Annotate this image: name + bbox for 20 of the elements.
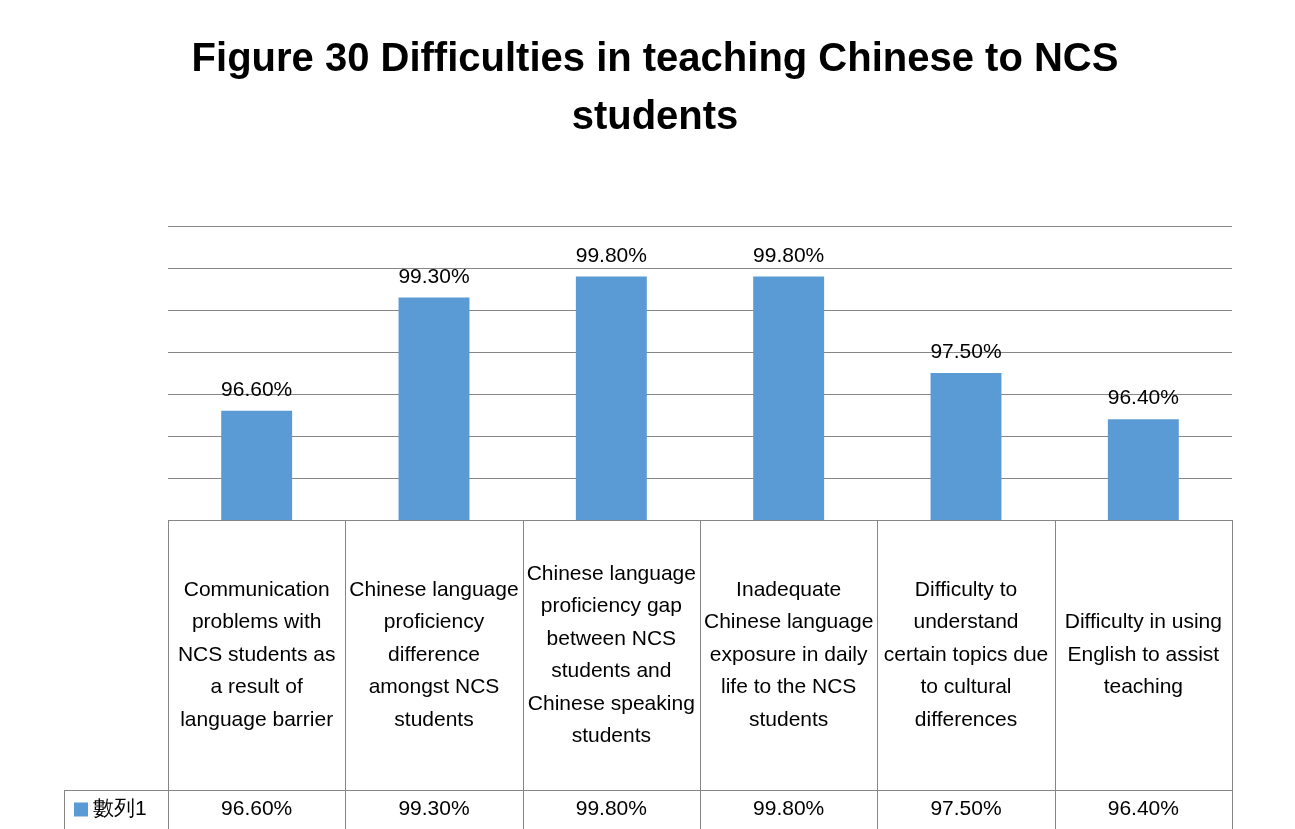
x-tick-label: Chinese language proficiency difference amongst NCS students — [349, 576, 519, 730]
x-tick-label: Communication problems with NCS students as a result of language barrier — [177, 576, 336, 730]
text: 99.30% — [398, 263, 470, 287]
x-tick-label: Difficulty to understand certain topics due to cultural differences — [883, 576, 1049, 730]
x-tick-label: Inadequate Chinese language exposure in daily life to the NCS students — [704, 576, 874, 730]
legend-label: 數列1 — [93, 796, 147, 820]
data-label: 99.80% — [753, 796, 825, 820]
data-label: 96.40% — [1107, 796, 1179, 820]
data-label: 96.60% — [221, 796, 293, 820]
text: 97.50% — [930, 339, 1002, 363]
x-tick-label: Difficulty in using English to assist teaching — [1064, 609, 1222, 698]
data-label: 99.30% — [398, 796, 470, 820]
text: 99.80% — [753, 242, 825, 266]
data-label: 99.80% — [575, 796, 647, 820]
data-label: 97.50% — [930, 796, 1002, 820]
chart-title: Figure 30 Difficulties in teaching Chinese to NCS students — [191, 35, 1119, 138]
text: 99.80% — [575, 242, 647, 266]
x-tick-label: Chinese language proficiency gap between NCS students and Chinese speaking students — [526, 560, 696, 747]
text: 96.40% — [1107, 385, 1179, 409]
text: 96.60% — [221, 377, 293, 401]
